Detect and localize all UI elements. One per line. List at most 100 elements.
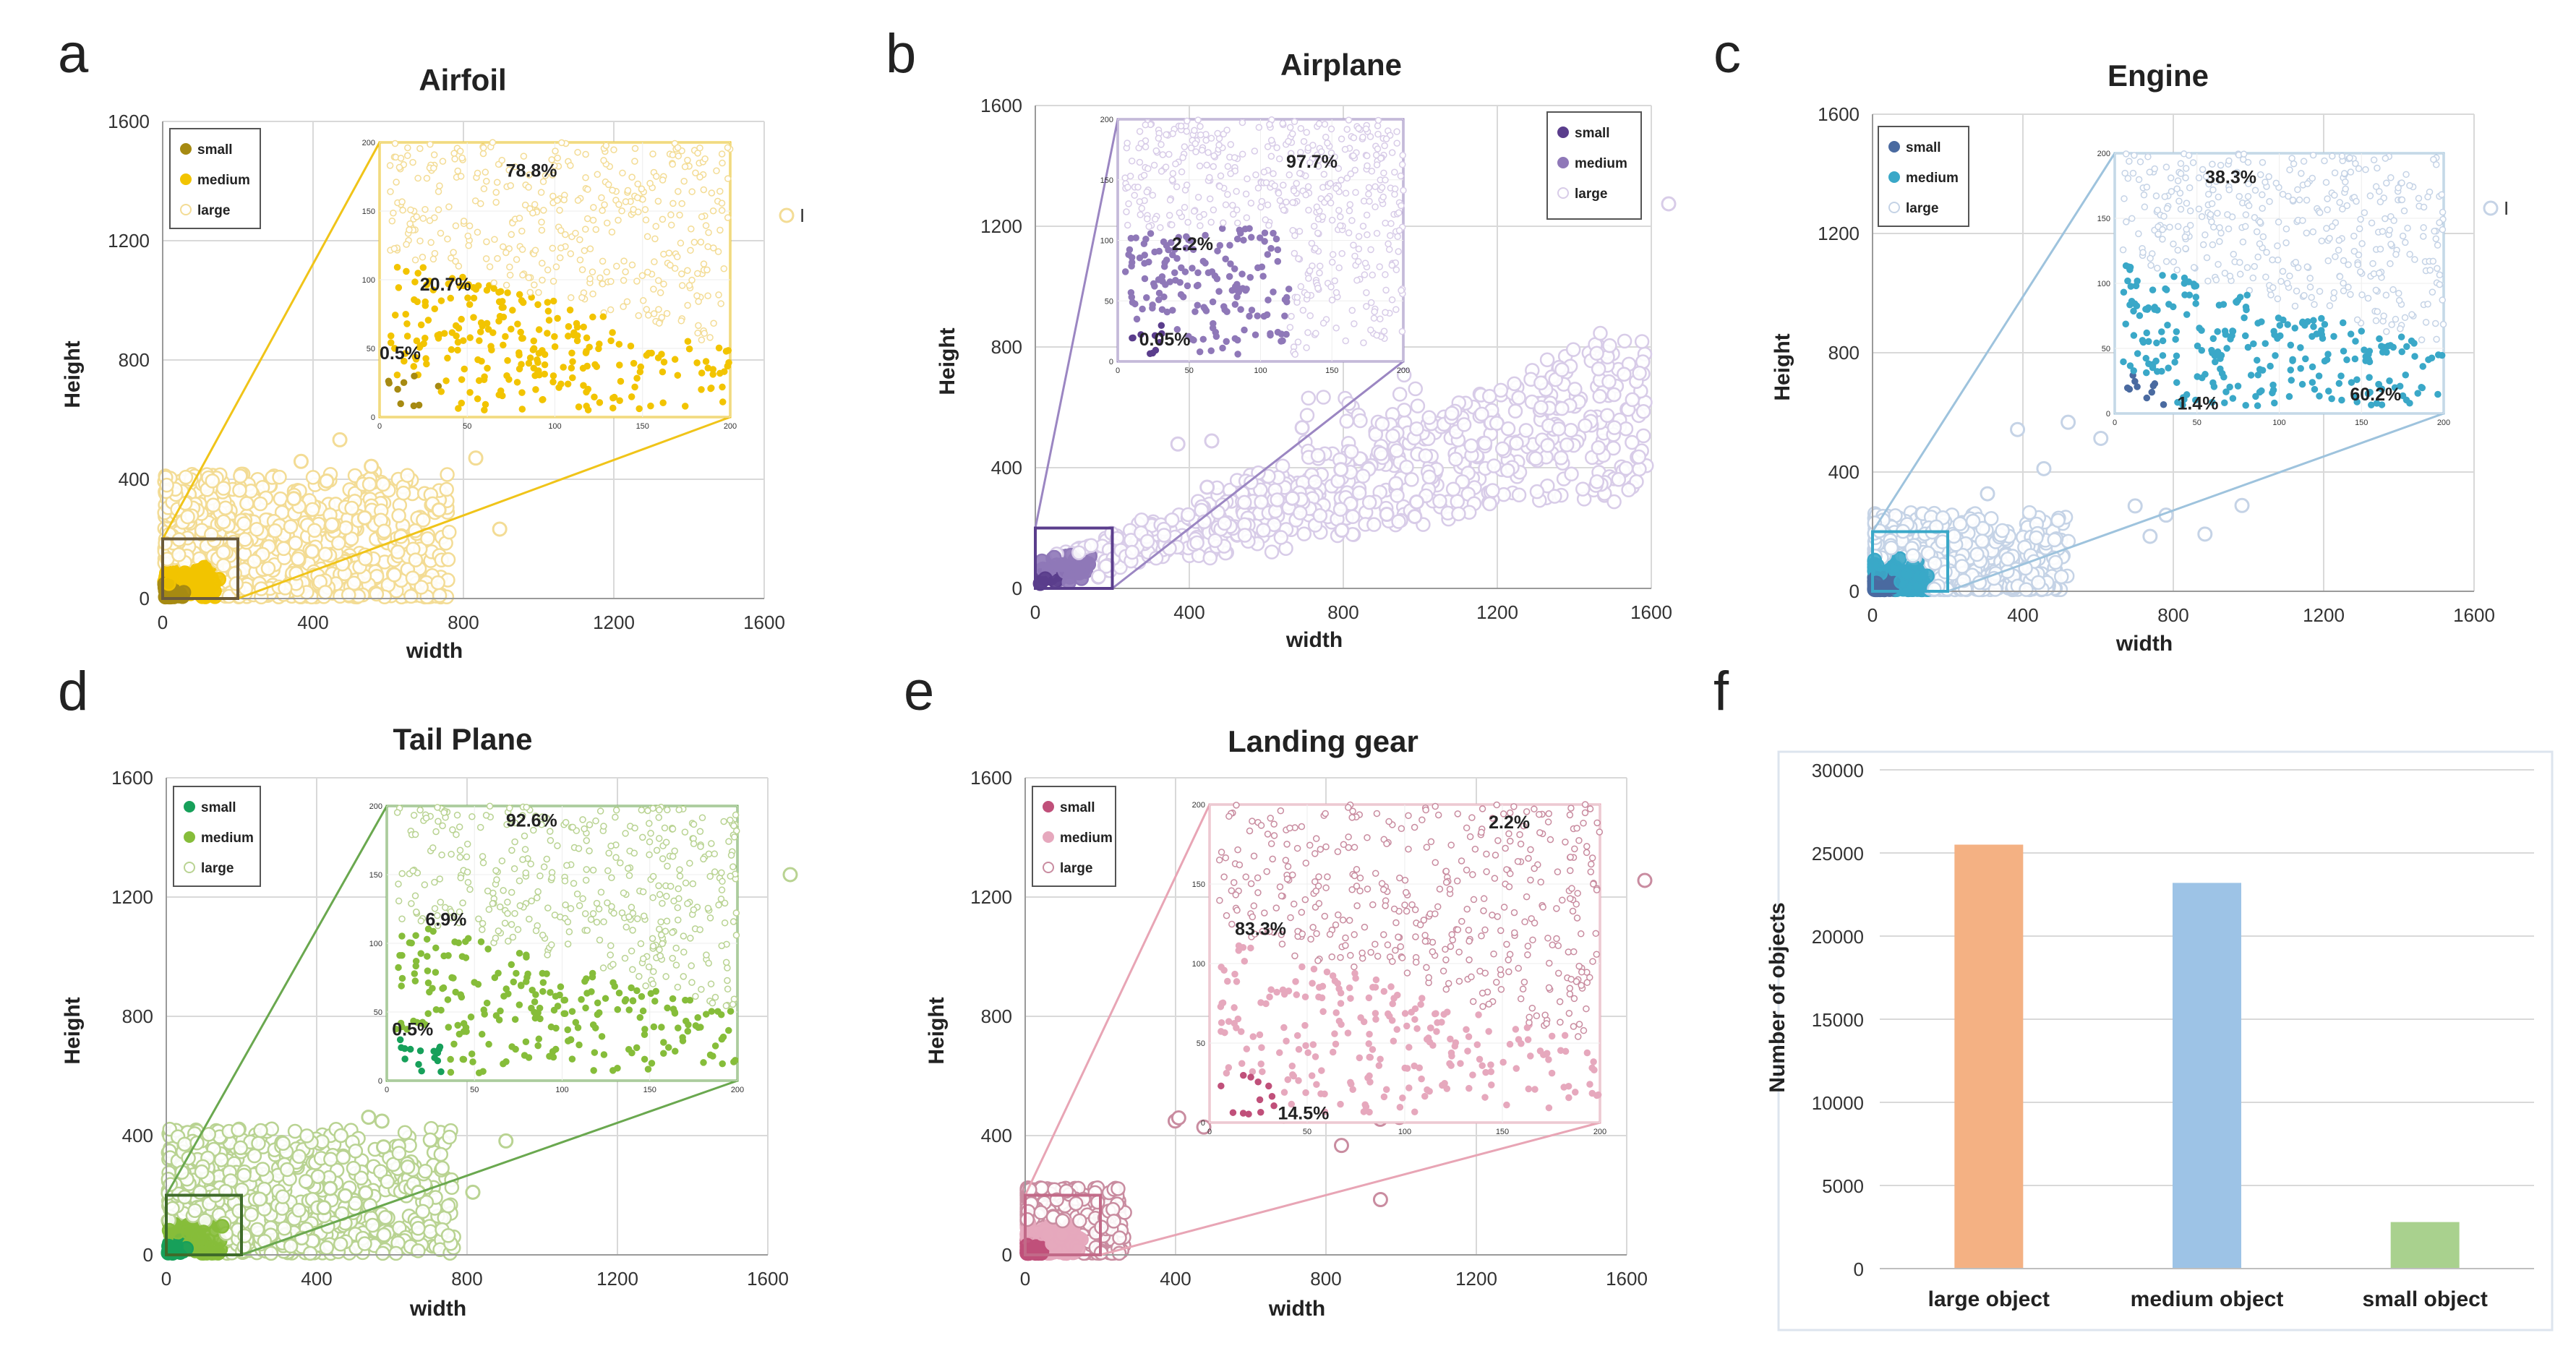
inset-point (1394, 233, 1401, 241)
inset-point (2209, 335, 2217, 343)
inset-point (2355, 251, 2363, 259)
scatter-point (299, 1128, 314, 1144)
inset-point (607, 278, 615, 286)
inset-point (1286, 324, 1294, 331)
inset-point (706, 334, 714, 341)
inset-point (596, 399, 604, 406)
inset-point (2167, 174, 2175, 181)
legend-label-large: large (1575, 186, 1607, 202)
inset-point (2382, 291, 2390, 299)
inset-point (1379, 193, 1387, 201)
inset-point (2173, 266, 2181, 274)
scatter-point (1293, 505, 1308, 520)
inset-point (557, 227, 565, 234)
inset-point (1372, 183, 1379, 190)
inset-point (2153, 339, 2160, 347)
inset-point (1355, 245, 1363, 253)
inset-point (2220, 301, 2228, 308)
inset-point (1274, 257, 1282, 265)
inset-point (718, 150, 726, 158)
inset-point (406, 226, 413, 233)
inset-point (1234, 351, 1241, 358)
inset-point (2262, 179, 2269, 186)
scatter-point (237, 532, 253, 547)
scatter-point (1409, 421, 1424, 437)
inset-point (2439, 296, 2446, 304)
inset-point (637, 363, 644, 371)
inset-point (2347, 330, 2355, 338)
inset-point (1225, 273, 1233, 280)
inset-point (2283, 280, 2291, 287)
inset-point (2166, 223, 2173, 231)
inset-point (2418, 336, 2426, 343)
legend-label-large: large (1906, 201, 1938, 216)
scatter-point (187, 1203, 202, 1218)
inset-point (609, 394, 617, 402)
inset-point (620, 303, 627, 310)
inset-point (391, 312, 399, 319)
inset-point (578, 293, 586, 301)
inset-point (531, 201, 539, 208)
y-axis-title: Height (61, 997, 85, 1064)
inset-point (500, 243, 507, 251)
legend-marker-medium (180, 173, 192, 185)
inset-point (665, 249, 673, 257)
inset-point (1237, 306, 1244, 313)
inset-point (701, 155, 709, 163)
inset-point (484, 364, 491, 372)
inset-point (1158, 322, 1165, 330)
scatter-point (180, 509, 195, 525)
inset-point (411, 256, 419, 264)
inset-point (2415, 194, 2423, 202)
scatter-point (338, 520, 354, 536)
legend-marker-small (180, 143, 192, 155)
inset-point (1128, 293, 1136, 301)
inset-point (582, 173, 589, 181)
inset-point (2134, 350, 2141, 357)
inset-point (2374, 308, 2382, 315)
inset-point (624, 186, 632, 194)
y-tick-label: 1600 (1818, 103, 1860, 125)
inset-point (593, 363, 600, 370)
inset-point (1136, 254, 1144, 262)
y-axis-title: Height (1771, 333, 1794, 400)
scatter-point (247, 1148, 262, 1164)
inset-point (1265, 221, 1272, 229)
inset-point (2170, 273, 2178, 280)
inset-point (709, 207, 717, 215)
scatter-point (283, 1238, 299, 1254)
inset-point (1347, 170, 1355, 178)
inset-point (2406, 181, 2413, 189)
inset-point (1297, 283, 1305, 291)
inset-point (1332, 184, 1340, 192)
inset-point (1304, 329, 1311, 336)
inset-point (1196, 348, 1204, 356)
inset-point (685, 282, 693, 289)
inset-point (1395, 227, 1403, 234)
inset-point (437, 297, 445, 304)
inset-point (694, 330, 701, 337)
scatter-point (1980, 486, 1995, 502)
inset-point (2382, 215, 2389, 223)
inset-point (2352, 160, 2359, 168)
inset-point (1214, 247, 1221, 254)
scatter-point (211, 572, 227, 587)
inset-point (717, 300, 724, 307)
inset-point (669, 160, 676, 168)
inset-point (1373, 161, 1381, 168)
scatter-point (1565, 342, 1581, 357)
panel-letter: d (58, 661, 88, 722)
x-tick-label: 400 (1173, 601, 1204, 623)
inset-point (720, 265, 728, 273)
inset-point (1322, 133, 1330, 141)
inset-point (2345, 283, 2352, 291)
scatter-point (1296, 526, 1312, 541)
inset-point (2216, 238, 2223, 245)
inset-point (2290, 160, 2298, 168)
inset-point (2242, 402, 2249, 409)
inset-point (584, 385, 592, 393)
inset-point (2439, 226, 2447, 233)
inset-point (1158, 141, 1165, 148)
inset-point (452, 322, 460, 330)
inset-point (465, 242, 472, 249)
